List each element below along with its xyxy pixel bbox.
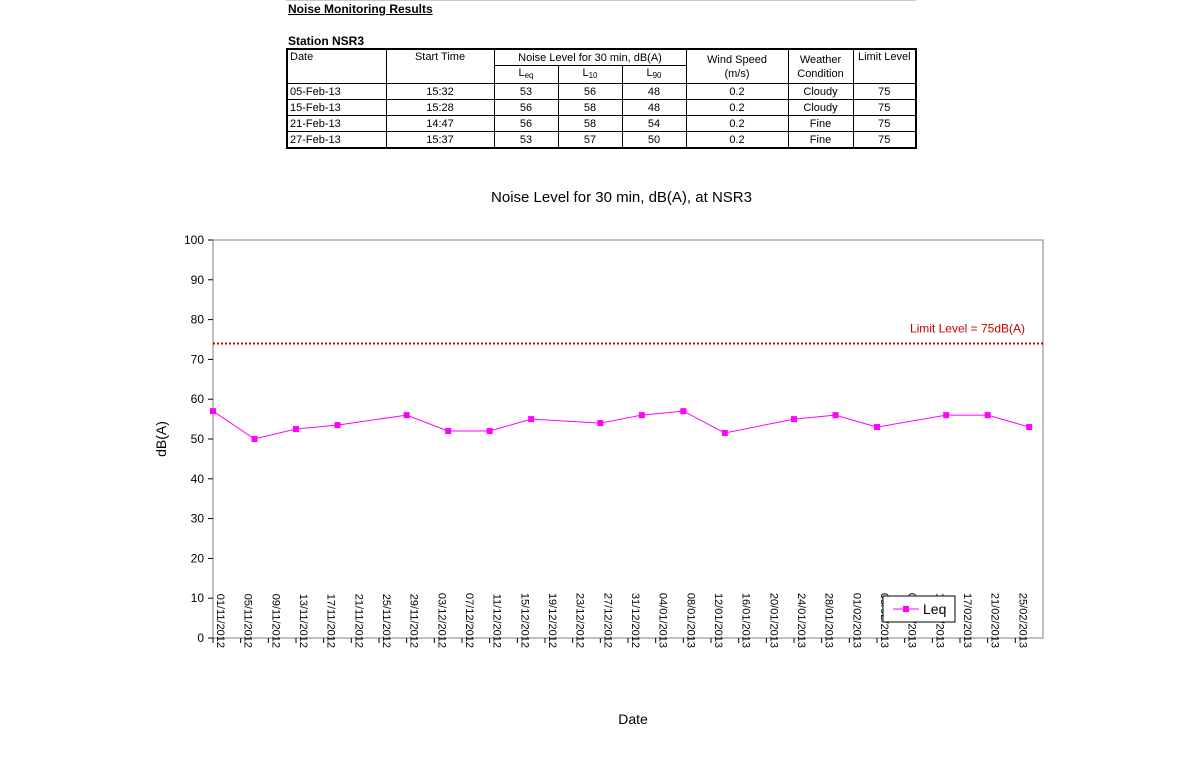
cell-weather: Fine (787, 131, 854, 149)
x-axis-label: Date (618, 711, 648, 727)
data-point (528, 416, 535, 423)
x-tick-label: 15/12/2012 (518, 593, 530, 648)
x-tick-label: 07/12/2012 (463, 593, 475, 648)
cell-date: 05-Feb-13 (286, 83, 387, 100)
y-tick-label: 0 (197, 631, 204, 645)
cell-time: 15:37 (385, 131, 495, 149)
chart-title: Noise Level for 30 min, dB(A), at NSR3 (491, 189, 752, 206)
data-point (403, 412, 410, 419)
header-wind-speed: Wind Speed (m/s) (685, 48, 789, 84)
x-tick-label: 20/01/2013 (767, 593, 779, 648)
cell-l10: 58 (557, 115, 623, 132)
cell-l10: 57 (557, 131, 623, 149)
data-point (597, 420, 604, 427)
leq-letter: L (518, 67, 525, 79)
table-row: 05-Feb-13 15:32 53 56 48 0.2 Cloudy 75 (286, 83, 917, 100)
legend-label: Leq (923, 601, 946, 617)
x-tick-label: 11/12/2012 (491, 594, 503, 648)
data-point (210, 408, 216, 415)
y-tick-label: 60 (191, 392, 205, 406)
x-tick-label: 19/12/2012 (546, 593, 558, 648)
cell-limit: 75 (852, 131, 917, 149)
x-tick-label: 29/11/2012 (408, 594, 420, 648)
data-point (943, 412, 950, 419)
x-tick-label: 13/11/2012 (297, 594, 309, 648)
data-point (334, 422, 341, 429)
data-point (874, 424, 880, 431)
y-tick-label: 50 (191, 432, 205, 446)
y-tick-label: 40 (191, 472, 205, 486)
y-axis-label: dB(A) (153, 421, 169, 457)
cell-leq: 53 (493, 131, 559, 149)
x-tick-label: 04/01/2013 (657, 593, 669, 648)
weather-label: Weather (799, 53, 842, 66)
x-tick-label: 12/01/2013 (712, 593, 724, 648)
wind-speed-label: Wind Speed (707, 53, 767, 66)
y-tick-label: 20 (191, 551, 205, 565)
x-tick-label: 08/01/2013 (684, 593, 696, 648)
x-tick-label: 17/11/2012 (325, 594, 337, 648)
legend-marker (903, 606, 909, 612)
y-tick-label: 100 (184, 233, 204, 247)
y-tick-label: 10 (191, 591, 205, 605)
station-label: Station NSR3 (288, 34, 365, 48)
y-tick-label: 80 (191, 313, 205, 327)
data-point (984, 412, 991, 419)
series-line-leq (212, 410, 1030, 440)
header-start-time: Start Time (385, 48, 495, 84)
data-point (445, 428, 452, 435)
data-point (251, 436, 258, 442)
x-tick-label: 27/12/2012 (601, 593, 613, 648)
table-row: 15-Feb-13 15:28 56 58 48 0.2 Cloudy 75 (286, 99, 917, 116)
x-tick-label: 21/02/2013 (989, 593, 1001, 648)
data-point (638, 412, 645, 419)
report-heading: Noise Monitoring Results (288, 2, 433, 16)
data-point (486, 428, 493, 435)
cell-time: 15:28 (385, 99, 495, 116)
data-point (680, 408, 687, 415)
l10-letter: L (582, 67, 589, 79)
l90-letter: L (646, 67, 653, 79)
x-tick-label: 31/12/2012 (629, 593, 641, 648)
x-tick-label: 24/01/2013 (795, 593, 807, 648)
l90-subscript: 90 (652, 71, 662, 80)
x-tick-label: 28/01/2013 (823, 593, 835, 648)
x-tick-label: 03/12/2012 (435, 593, 447, 648)
x-tick-label: 23/12/2012 (574, 593, 586, 648)
top-rule (286, 0, 916, 1)
wind-speed-unit: (m/s) (724, 67, 750, 80)
plot-area (212, 239, 1044, 639)
x-tick-label: 21/11/2012 (352, 594, 364, 648)
leq-subscript: eq (524, 71, 534, 80)
x-tick-label: 01/11/2012 (214, 594, 226, 648)
x-tick-label: 17/02/2013 (961, 593, 973, 648)
data-point (832, 412, 839, 419)
cell-wind: 0.2 (685, 99, 789, 116)
x-tick-label: 25/02/2013 (1016, 593, 1028, 648)
y-tick-label: 70 (191, 352, 205, 366)
cell-weather: Fine (787, 115, 854, 132)
cell-date: 27-Feb-13 (286, 131, 387, 149)
x-tick-label: 09/11/2012 (269, 594, 281, 648)
x-tick-label: 05/11/2012 (242, 594, 254, 648)
table-row: 21-Feb-13 14:47 56 58 54 0.2 Fine 75 (286, 115, 917, 132)
l10-subscript: 10 (588, 71, 598, 80)
data-point (1026, 424, 1033, 431)
limit-label: Limit Level = 75dB(A) (910, 321, 1025, 335)
weather-label-2: Condition (797, 67, 844, 80)
data-point (721, 430, 728, 437)
data-point (791, 416, 797, 423)
cell-limit: 75 (852, 115, 917, 132)
y-tick-label: 90 (191, 273, 205, 287)
x-tick-label: 01/02/2013 (850, 593, 862, 648)
x-tick-label: 16/01/2013 (740, 593, 752, 648)
data-point (293, 426, 299, 433)
results-table: Date Start Time Noise Level for 30 min, … (286, 48, 917, 149)
table-row: 27-Feb-13 15:37 53 57 50 0.2 Fine 75 (286, 131, 917, 149)
y-tick-label: 30 (191, 512, 205, 526)
x-tick-label: 25/11/2012 (380, 594, 392, 648)
cell-l90: 50 (621, 131, 687, 149)
